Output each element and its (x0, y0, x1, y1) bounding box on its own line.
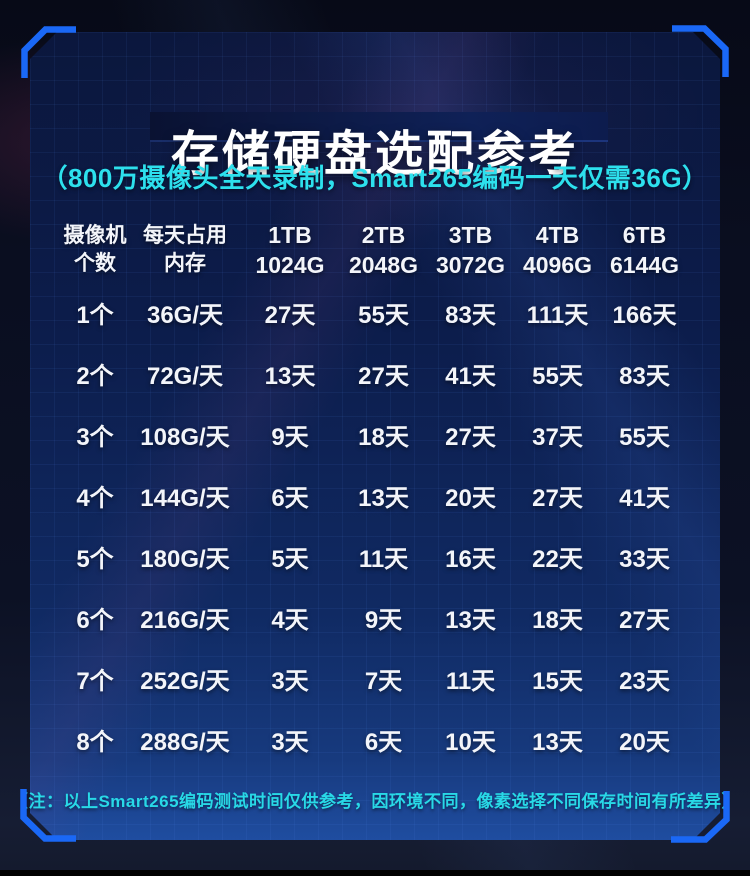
cell-cameras: 7个 (76, 668, 114, 695)
table-row: 6个 216G/天 4天 9天 13天 18天 27天 (60, 587, 688, 648)
cell-days-3tb: 20天 (445, 485, 496, 512)
cell-cameras: 1个 (76, 302, 114, 329)
cell-days-6tb: 20天 (619, 729, 670, 756)
cell-days-3tb: 10天 (445, 729, 496, 756)
cell-days-6tb: 83天 (619, 363, 670, 390)
header-drive-1tb: 1TB 1024G (240, 220, 340, 280)
footnote: （注：以上Smart265编码测试时间仅供参考，因环境不同，像素选择不同保存时间… (10, 792, 740, 811)
drive-size: 2TB (361, 222, 406, 248)
cell-days-3tb: 41天 (445, 363, 496, 390)
cell-days-6tb: 166天 (612, 302, 677, 329)
table-row: 3个 108G/天 9天 18天 27天 37天 55天 (60, 404, 688, 465)
cell-days-4tb: 18天 (532, 607, 583, 634)
cell-days-6tb: 33天 (619, 546, 670, 573)
cell-days-4tb: 15天 (532, 668, 583, 695)
cell-days-3tb: 27天 (445, 424, 496, 451)
drive-size: 3TB (448, 222, 493, 248)
cell-days-1tb: 27天 (264, 302, 316, 329)
cell-days-2tb: 6天 (364, 729, 403, 756)
header-daily-line1: 每天占用 (143, 224, 227, 247)
cell-daily-usage: 288G/天 (140, 729, 230, 756)
drive-size: 4TB (535, 222, 580, 248)
subtitle: （800万摄像头全天录制，Smart265编码一天仅需36G） (41, 163, 709, 193)
panel-background (30, 32, 720, 840)
cell-days-6tb: 27天 (619, 607, 670, 634)
header-cameras: 摄像机 个数 (60, 222, 130, 278)
drive-capacity: 3072G (435, 252, 506, 278)
header-cameras-line1: 摄像机 (63, 224, 127, 247)
cell-days-2tb: 9天 (364, 607, 403, 634)
cell-daily-usage: 144G/天 (140, 485, 230, 512)
header-daily-line2: 内存 (164, 252, 206, 275)
cell-days-1tb: 4天 (271, 607, 309, 634)
cell-days-1tb: 6天 (271, 485, 309, 512)
cell-days-1tb: 3天 (271, 668, 309, 695)
cell-days-3tb: 13天 (445, 607, 496, 634)
cell-daily-usage: 180G/天 (140, 546, 230, 573)
cell-days-3tb: 16天 (445, 546, 496, 573)
cell-days-4tb: 22天 (532, 546, 583, 573)
title-underline-bar (150, 112, 608, 142)
header-drive-4tb: 4TB 4096G (514, 220, 601, 280)
cell-days-2tb: 13天 (358, 485, 409, 512)
cell-days-4tb: 55天 (532, 363, 583, 390)
table-row: 1个 36G/天 27天 55天 83天 111天 166天 (60, 282, 688, 343)
cell-daily-usage: 252G/天 (140, 668, 230, 695)
cell-cameras: 2个 (76, 363, 114, 390)
cell-days-2tb: 55天 (358, 302, 409, 329)
cell-days-4tb: 13天 (532, 729, 583, 756)
cell-cameras: 3个 (76, 424, 114, 451)
header-drive-6tb: 6TB 6144G (601, 220, 688, 280)
cell-daily-usage: 36G/天 (146, 302, 224, 329)
cell-cameras: 6个 (76, 607, 114, 634)
bottom-black-strip (0, 870, 750, 876)
drive-capacity: 4096G (522, 252, 593, 278)
cell-days-2tb: 11天 (358, 546, 409, 573)
storage-table: 摄像机 个数 每天占用 内存 1TB 1024G 2TB 2048G 3TB 3… (60, 218, 688, 770)
cell-days-1tb: 13天 (264, 363, 316, 390)
page-title: 存储硬盘选配参考 (170, 128, 579, 182)
header-drive-3tb: 3TB 3072G (427, 220, 514, 280)
drive-capacity: 1024G (255, 252, 325, 278)
header-drive-2tb: 2TB 2048G (340, 220, 427, 280)
cell-days-6tb: 55天 (619, 424, 670, 451)
cell-days-1tb: 5天 (271, 546, 309, 573)
table-row: 4个 144G/天 6天 13天 20天 27天 41天 (60, 465, 688, 526)
drive-size: 6TB (622, 222, 667, 248)
cell-days-4tb: 37天 (532, 424, 583, 451)
cell-days-2tb: 27天 (358, 363, 409, 390)
drive-capacity: 2048G (348, 252, 419, 278)
table-row: 5个 180G/天 5天 11天 16天 22天 33天 (60, 526, 688, 587)
cell-days-1tb: 9天 (271, 424, 309, 451)
cell-days-3tb: 11天 (445, 668, 496, 695)
drive-size: 1TB (268, 222, 312, 248)
table-row: 2个 72G/天 13天 27天 41天 55天 83天 (60, 343, 688, 404)
cell-days-2tb: 7天 (364, 668, 403, 695)
cell-daily-usage: 216G/天 (140, 607, 230, 634)
cell-cameras: 8个 (76, 729, 114, 756)
header-daily-usage: 每天占用 内存 (130, 222, 240, 278)
table-row: 8个 288G/天 3天 6天 10天 13天 20天 (60, 709, 688, 770)
header-cameras-line2: 个数 (74, 252, 116, 275)
drive-capacity: 6144G (609, 252, 680, 278)
cell-daily-usage: 108G/天 (140, 424, 230, 451)
cell-cameras: 5个 (76, 546, 114, 573)
cell-daily-usage: 72G/天 (146, 363, 224, 390)
cell-days-1tb: 3天 (271, 729, 309, 756)
cell-days-6tb: 23天 (619, 668, 670, 695)
table-header-row: 摄像机 个数 每天占用 内存 1TB 1024G 2TB 2048G 3TB 3… (60, 218, 688, 282)
cell-days-2tb: 18天 (358, 424, 409, 451)
cell-days-3tb: 83天 (445, 302, 496, 329)
cell-days-4tb: 111天 (526, 302, 589, 329)
table-row: 7个 252G/天 3天 7天 11天 15天 23天 (60, 648, 688, 709)
cell-cameras: 4个 (76, 485, 114, 512)
cell-days-4tb: 27天 (532, 485, 583, 512)
cell-days-6tb: 41天 (619, 485, 670, 512)
